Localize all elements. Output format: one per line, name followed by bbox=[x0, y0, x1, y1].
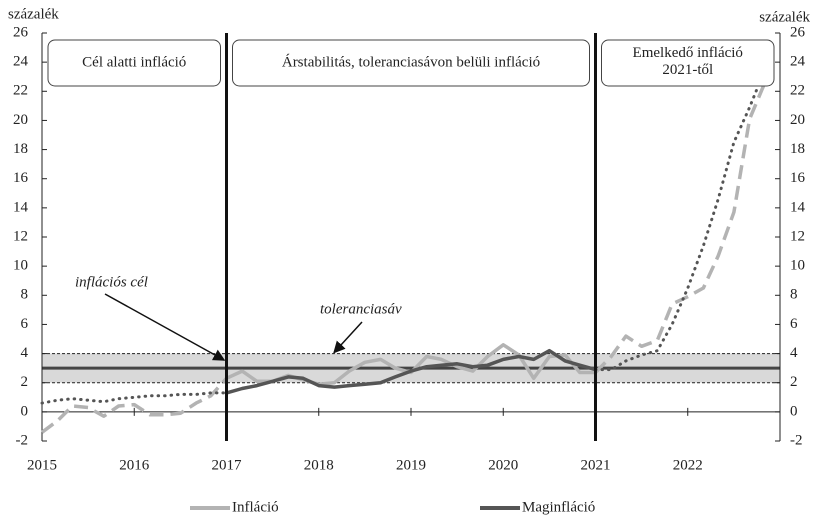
annotation: toleranciasáv bbox=[320, 301, 402, 317]
x-tick-label: 2017 bbox=[212, 457, 243, 473]
y2-tick-label: 2 bbox=[790, 374, 798, 390]
annotation-arrow bbox=[104, 293, 226, 361]
annotation-arrow bbox=[333, 321, 363, 354]
y-tick-label: 10 bbox=[13, 258, 28, 274]
y-tick-label: 12 bbox=[13, 228, 28, 244]
period-label: Árstabilitás, toleranciasávon belüli inf… bbox=[282, 53, 540, 70]
y2-tick-label: 6 bbox=[790, 316, 798, 332]
x-tick-label: 2018 bbox=[304, 457, 334, 473]
x-tick-label: 2016 bbox=[119, 457, 150, 473]
y-tick-label: 16 bbox=[13, 170, 29, 186]
series-line bbox=[40, 391, 228, 405]
y-tick-label: 24 bbox=[13, 54, 29, 70]
legend-label: Infláció bbox=[232, 499, 279, 515]
series-line bbox=[594, 54, 775, 374]
y2-axis-label: százalék bbox=[759, 9, 810, 25]
y2-tick-label: 26 bbox=[790, 24, 806, 40]
y-tick-label: 2 bbox=[21, 374, 29, 390]
series-line bbox=[594, 47, 775, 372]
y2-tick-label: 0 bbox=[790, 403, 798, 419]
x-tick-label: 2020 bbox=[488, 457, 518, 473]
period-label: Cél alatti infláció bbox=[82, 54, 186, 70]
period-label: Emelkedő infláció 2021-től bbox=[633, 45, 743, 78]
y2-tick-label: 12 bbox=[790, 228, 805, 244]
y-tick-label: 4 bbox=[21, 345, 29, 361]
y-tick-label: 8 bbox=[21, 287, 29, 303]
y2-tick-label: 8 bbox=[790, 287, 798, 303]
x-tick-label: 2022 bbox=[673, 457, 703, 473]
y2-tick-label: 14 bbox=[790, 199, 806, 215]
period-box bbox=[232, 39, 590, 87]
y2-tick-label: 4 bbox=[790, 345, 798, 361]
legend-label: Maginfláció bbox=[522, 499, 595, 515]
y-tick-label: 26 bbox=[13, 24, 29, 40]
x-tick-label: 2021 bbox=[581, 457, 611, 473]
y2-tick-label: 10 bbox=[790, 258, 805, 274]
annotation: inflációs cél bbox=[75, 274, 148, 290]
y-axis-label: százalék bbox=[8, 6, 59, 22]
y2-tick-label: 16 bbox=[790, 170, 806, 186]
y-tick-label: -2 bbox=[16, 432, 29, 448]
period-box bbox=[47, 39, 221, 87]
y2-tick-label: 18 bbox=[790, 141, 805, 157]
period-box bbox=[601, 39, 775, 87]
series-line bbox=[226, 348, 596, 395]
y2-tick-label: 22 bbox=[790, 83, 805, 99]
y2-tick-label: 20 bbox=[790, 112, 805, 128]
y-tick-label: 6 bbox=[21, 316, 29, 332]
y-tick-label: 18 bbox=[13, 141, 28, 157]
y2-tick-label: -2 bbox=[790, 432, 803, 448]
y-tick-label: 20 bbox=[13, 112, 28, 128]
x-tick-label: 2015 bbox=[27, 457, 57, 473]
y-tick-label: 14 bbox=[13, 199, 29, 215]
y2-tick-label: 24 bbox=[790, 54, 806, 70]
series-line bbox=[40, 377, 228, 434]
y-tick-label: 22 bbox=[13, 83, 28, 99]
y-tick-label: 0 bbox=[21, 403, 29, 419]
x-tick-label: 2019 bbox=[396, 457, 426, 473]
